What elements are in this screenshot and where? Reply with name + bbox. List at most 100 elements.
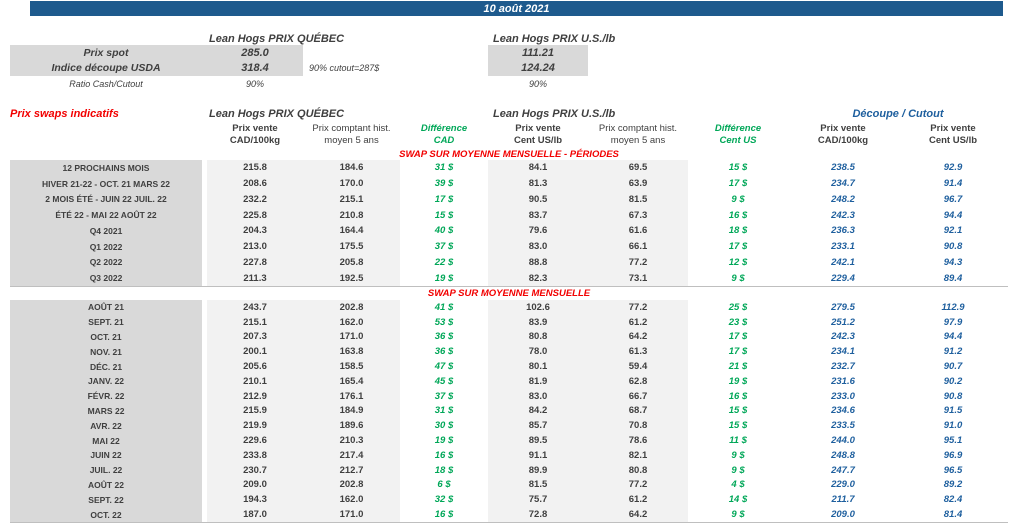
- cell-difference-cad: 36 $: [434, 346, 454, 358]
- cell-us-comptant-hist: 61.2: [588, 314, 688, 330]
- cell-difference-cad: 19 $: [434, 435, 454, 447]
- cell-difference-cad: 36 $: [434, 331, 454, 343]
- cell-us-prix-vente: 90.5: [488, 191, 588, 208]
- cell-difference-us: 15 $: [728, 420, 748, 432]
- cell-row-label: SEPT. 21: [10, 314, 202, 330]
- cell-row-label: AOÛT 22: [10, 477, 202, 493]
- cell-difference-us: 9 $: [731, 449, 745, 461]
- cell-row-label: FÉVR. 22: [10, 388, 202, 404]
- cell-qc-comptant-hist: 212.7: [303, 462, 400, 478]
- cell-difference-us: 9 $: [731, 272, 745, 284]
- cell-decoupe-cad: 209.0: [831, 509, 855, 521]
- swap-table-row: SEPT. 21 215.1 162.0 53 $ 83.9 61.2 23 $ 251.2 9…: [0, 314, 1024, 330]
- cell-us-comptant-hist: 73.1: [588, 270, 688, 286]
- swap-table-row: AVR. 22 219.9 189.6 30 $ 85.7 70.8 15 $ 233.5 91…: [0, 418, 1024, 434]
- cell-row-label: HIVER 21-22 - OCT. 21 MARS 22: [10, 175, 202, 192]
- cell-qc-prix-vente: 213.0: [207, 238, 303, 255]
- cell-us-comptant-hist: 61.3: [588, 344, 688, 360]
- cell-difference-cad: 16 $: [434, 509, 454, 521]
- cell-us-comptant-hist: 77.2: [588, 300, 688, 315]
- cell-difference-us: 16 $: [728, 209, 748, 221]
- cell-decoupe-us: 94.4: [943, 331, 963, 343]
- cell-us-prix-vente: 80.1: [488, 359, 588, 374]
- cell-difference-us: 16 $: [728, 390, 748, 402]
- cell-qc-prix-vente: 233.8: [207, 447, 303, 463]
- cell-us-comptant-hist: 80.8: [588, 462, 688, 478]
- cell-row-label: SEPT. 22: [10, 492, 202, 508]
- cell-difference-cad: 39 $: [434, 178, 454, 190]
- prix-spot-quebec-value: 285.0: [207, 45, 303, 61]
- ratio-label: Ratio Cash/Cutout: [69, 78, 143, 89]
- cell-decoupe-us: 96.7: [943, 193, 963, 205]
- cell-qc-prix-vente: 243.7: [207, 300, 303, 315]
- swap-table-row: ÉTÉ 22 - MAI 22 AOÛT 22 225.8 210.8 15 $ 83.…: [0, 207, 1024, 223]
- cell-row-label: JUIL. 22: [10, 462, 202, 478]
- cell-decoupe-cad: 233.0: [831, 390, 855, 402]
- swap-table-row: Q4 2021 204.3 164.4 40 $ 79.6 61.6 18 $ 236.3 92…: [0, 223, 1024, 239]
- us-group-title: Lean Hogs PRIX U.S./lb: [493, 32, 616, 45]
- cell-qc-prix-vente: 215.8: [207, 160, 303, 176]
- swap-table-row: JUIN 22 233.8 217.4 16 $ 91.1 82.1 9 $ 248.8 96.…: [0, 447, 1024, 463]
- cell-us-prix-vente: 81.9: [488, 373, 588, 389]
- cell-difference-cad: 18 $: [434, 464, 454, 476]
- cell-decoupe-cad: 242.3: [831, 331, 855, 343]
- cell-decoupe-us: 90.8: [943, 241, 963, 253]
- cell-qc-prix-vente: 204.3: [207, 223, 303, 239]
- report-date: 10 août 2021: [483, 2, 550, 15]
- swap-table-row: OCT. 22 187.0 171.0 16 $ 72.8 64.2 9 $ 209.0 81.…: [0, 507, 1024, 522]
- cell-difference-us: 9 $: [731, 509, 745, 521]
- swaps-title-row: Prix swaps indicatifs Lean Hogs PRIX QUÉ…: [0, 106, 1024, 122]
- swap-table-row: JANV. 22 210.1 165.4 45 $ 81.9 62.8 19 $ 231.6 9…: [0, 373, 1024, 389]
- cell-difference-cad: 16 $: [434, 449, 454, 461]
- cell-qc-prix-vente: 205.6: [207, 359, 303, 374]
- spacer: [202, 60, 207, 76]
- cell-decoupe-us: 82.4: [943, 494, 963, 506]
- cell-decoupe-cad: 242.1: [831, 256, 855, 268]
- cell-qc-comptant-hist: 202.8: [303, 300, 400, 315]
- cell-us-comptant-hist: 66.1: [588, 238, 688, 255]
- swap-table-row: AOÛT 21 243.7 202.8 41 $ 102.6 77.2 25 $ 279.5 1…: [0, 300, 1024, 315]
- cell-us-prix-vente: 102.6: [488, 300, 588, 315]
- cell-decoupe-cad: 229.0: [831, 479, 855, 491]
- cell-us-comptant-hist: 61.2: [588, 492, 688, 508]
- cell-us-comptant-hist: 77.2: [588, 254, 688, 271]
- spacer: [202, 45, 207, 61]
- prix-spot-us-value: 111.21: [488, 45, 588, 61]
- cell-decoupe-us: 81.4: [943, 509, 963, 521]
- swap-table-row: FÉVR. 22 212.9 176.1 37 $ 83.0 66.7 16 $ 233.0 9…: [0, 388, 1024, 404]
- column-header: Différence CAD: [420, 123, 468, 146]
- swap-table-row: 12 PROCHAINS MOIS 215.8 184.6 31 $ 84.1 69.5 1…: [0, 160, 1024, 176]
- cell-decoupe-us: 89.4: [943, 272, 963, 284]
- cell-difference-cad: 30 $: [434, 420, 454, 432]
- cell-difference-cad: 31 $: [434, 405, 454, 417]
- cell-qc-prix-vente: 207.3: [207, 329, 303, 345]
- section-divider: [10, 286, 1008, 287]
- cell-difference-us: 11 $: [729, 435, 747, 447]
- cell-qc-prix-vente: 209.0: [207, 477, 303, 493]
- swap-table-row: Q3 2022 211.3 192.5 19 $ 82.3 73.1 9 $ 229.4 89.…: [0, 270, 1024, 286]
- cell-qc-prix-vente: 230.7: [207, 462, 303, 478]
- cell-difference-cad: 22 $: [434, 256, 454, 268]
- cell-qc-comptant-hist: 171.0: [303, 329, 400, 345]
- cell-qc-comptant-hist: 184.9: [303, 403, 400, 419]
- cell-difference-cad: 37 $: [434, 241, 454, 253]
- cell-difference-us: 15 $: [728, 405, 748, 417]
- cell-decoupe-us: 91.0: [943, 420, 963, 432]
- cell-difference-us: 14 $: [728, 494, 748, 506]
- cell-us-prix-vente: 89.5: [488, 433, 588, 448]
- cell-row-label: NOV. 21: [10, 344, 202, 360]
- cell-us-comptant-hist: 66.7: [588, 388, 688, 404]
- monthly-table: AOÛT 21 243.7 202.8 41 $102.6 77.2 25 $279.5 1…: [0, 300, 1024, 522]
- indice-decoupe-row: Indice découpe USDA 318.4 90% cutout=287…: [0, 60, 1024, 76]
- cell-qc-prix-vente: 225.8: [207, 207, 303, 223]
- cell-qc-prix-vente: 229.6: [207, 433, 303, 448]
- cell-decoupe-cad: 232.7: [831, 361, 855, 373]
- cell-qc-prix-vente: 208.6: [207, 175, 303, 192]
- band-monthly: SWAP SUR MOYENNE MENSUELLE: [0, 287, 1024, 300]
- cell-difference-cad: 31 $: [434, 162, 454, 174]
- column-header: Prix vente Cent US/lb: [928, 123, 978, 146]
- cell-row-label: MAI 22: [10, 433, 202, 448]
- cell-qc-comptant-hist: 162.0: [303, 492, 400, 508]
- cell-us-prix-vente: 75.7: [488, 492, 588, 508]
- ratio-quebec-value: 90%: [245, 78, 264, 89]
